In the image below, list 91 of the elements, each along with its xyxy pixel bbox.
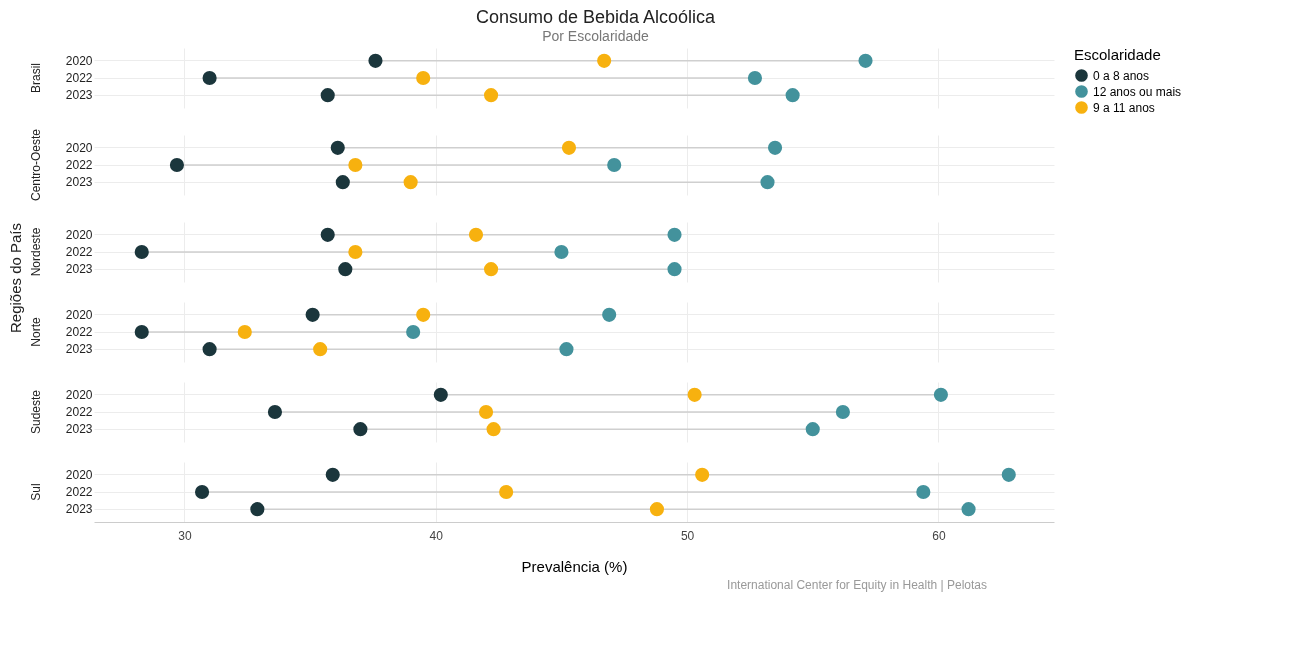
point — [330, 140, 345, 155]
x-tick-label: 40 — [429, 528, 444, 543]
point — [325, 467, 340, 482]
x-tick-label: 30 — [178, 528, 192, 543]
chart-subtitle: Por Escolaridade — [542, 28, 650, 44]
y-tick-label: 2020 — [65, 387, 93, 402]
y-tick-label: 2023 — [65, 262, 93, 277]
point — [559, 342, 574, 357]
legend-label: 0 a 8 anos — [1093, 68, 1150, 83]
point — [338, 262, 353, 277]
point — [134, 244, 149, 260]
y-tick-label: 2020 — [65, 140, 93, 155]
point — [858, 53, 873, 68]
point — [760, 175, 775, 190]
point — [202, 70, 217, 86]
point — [695, 467, 710, 482]
y-tick-label: 2022 — [65, 158, 93, 172]
point — [202, 342, 217, 357]
y-tick-label: 2020 — [65, 467, 93, 482]
y-tick-label: 2020 — [65, 53, 93, 68]
point — [767, 140, 783, 155]
point — [416, 70, 431, 86]
legend-label: 9 a 11 anos — [1093, 100, 1155, 115]
point — [433, 387, 448, 402]
y-tick-label: 2020 — [65, 307, 93, 322]
point — [250, 502, 265, 517]
text: Sul — [29, 483, 44, 501]
point — [416, 307, 431, 322]
text: Brasil — [29, 62, 44, 94]
point — [602, 307, 617, 322]
text: Nordeste — [29, 227, 44, 277]
legend-title: Escolaridade — [1074, 46, 1161, 63]
y-tick-label: 2022 — [65, 245, 93, 259]
y-tick-label: 2022 — [65, 325, 93, 339]
point — [667, 262, 682, 277]
point — [237, 324, 252, 340]
point — [353, 422, 368, 437]
point — [933, 387, 948, 402]
point — [194, 484, 210, 500]
point — [649, 502, 664, 517]
x-axis-title: Prevalência (%) — [521, 557, 628, 575]
point — [406, 324, 421, 340]
point — [484, 88, 499, 103]
point — [961, 502, 976, 517]
y-tick-label: 2023 — [65, 342, 93, 357]
x-tick-label: 50 — [680, 528, 695, 543]
text: International Center for Equity in Health | Pelotas — [727, 578, 987, 592]
point — [667, 227, 682, 242]
point — [305, 307, 320, 322]
text: Centro-Oeste — [29, 128, 44, 202]
y-tick-label: 2023 — [65, 175, 93, 190]
point — [348, 244, 363, 260]
point — [561, 140, 577, 155]
y-tick-label: 2022 — [65, 485, 93, 499]
y-tick-label: 2023 — [65, 422, 93, 437]
point — [597, 53, 612, 68]
point — [484, 262, 499, 277]
point — [687, 387, 702, 402]
point — [348, 157, 363, 173]
text: Sudeste — [29, 389, 44, 435]
y-tick-label: 2022 — [65, 71, 93, 85]
point — [320, 88, 335, 103]
x-tick-label: 60 — [932, 528, 946, 543]
legend-label: 12 anos ou mais — [1093, 84, 1182, 99]
point — [835, 404, 850, 420]
point — [267, 404, 283, 420]
point — [134, 324, 149, 340]
chart-title: Consumo de Bebida Alcoólica — [475, 7, 717, 27]
point — [313, 342, 328, 357]
point — [607, 157, 622, 173]
y-tick-label: 2022 — [65, 405, 93, 419]
point — [805, 422, 820, 437]
y-tick-label: 2023 — [65, 502, 93, 517]
point — [468, 227, 484, 242]
point — [747, 70, 763, 86]
point — [320, 227, 335, 242]
text: Norte — [29, 317, 44, 347]
point — [169, 157, 184, 173]
point — [486, 422, 501, 437]
point — [916, 484, 931, 500]
point — [403, 175, 418, 190]
point — [478, 404, 494, 420]
y-tick-label: 2023 — [65, 88, 93, 103]
point — [335, 175, 350, 190]
point — [499, 484, 514, 500]
point — [785, 88, 800, 103]
point — [554, 244, 569, 260]
point — [368, 53, 383, 68]
y-tick-label: 2020 — [65, 227, 93, 242]
text: Regiões do País — [7, 222, 24, 334]
point — [1001, 467, 1016, 482]
